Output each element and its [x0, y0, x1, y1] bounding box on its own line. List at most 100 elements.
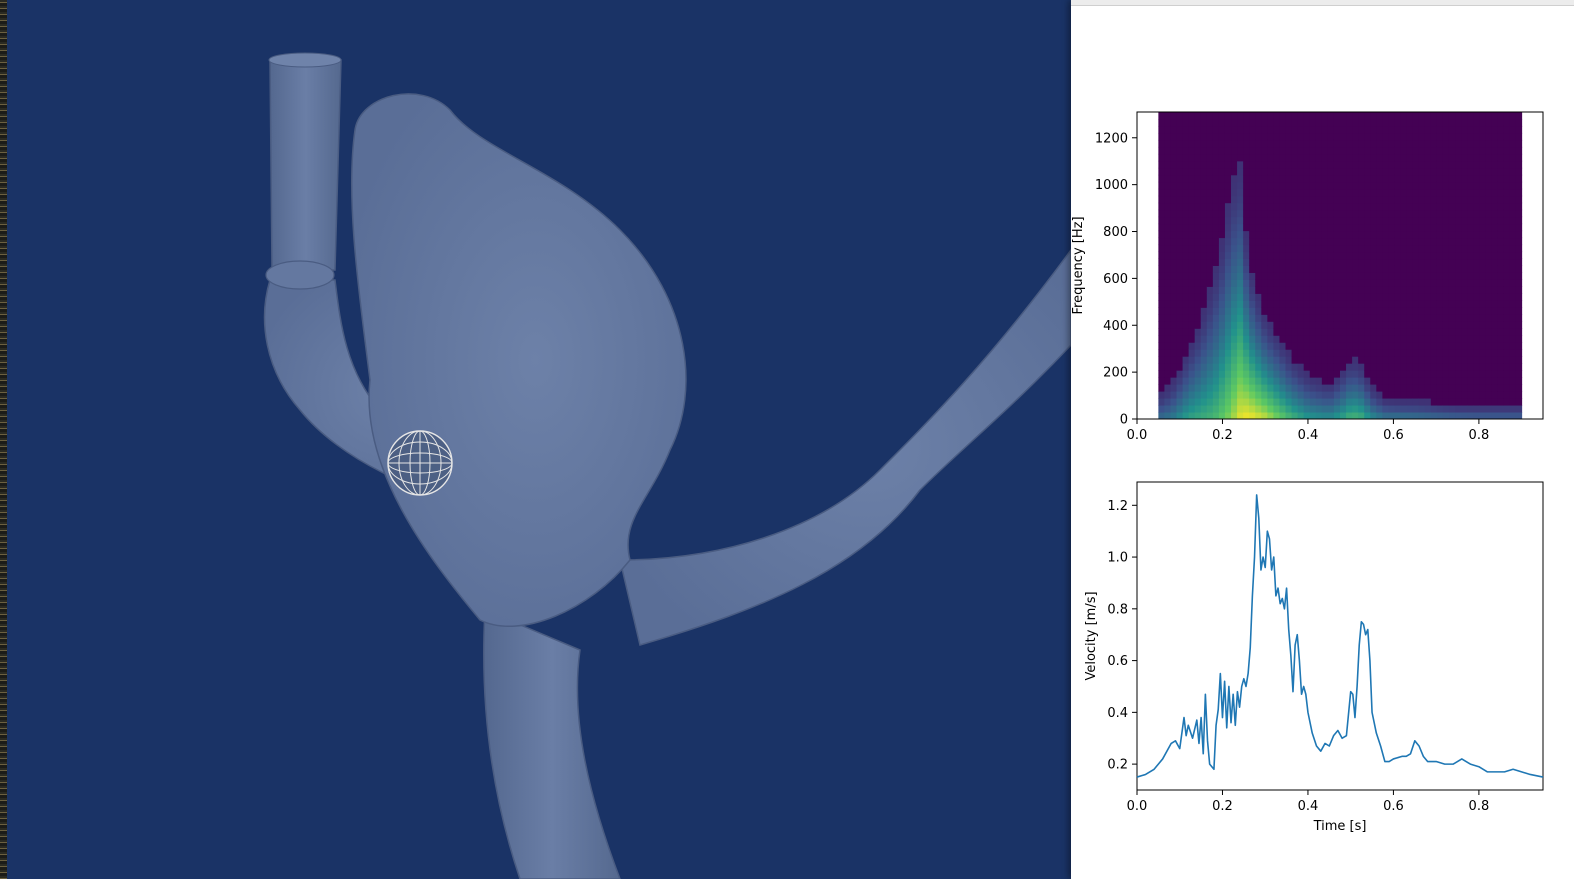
- spectrogram-cell: [1491, 258, 1498, 266]
- spectrogram-cell: [1176, 216, 1184, 225]
- spectrogram-cell: [1424, 307, 1432, 315]
- spectrogram-cell: [1249, 132, 1256, 141]
- spectrogram-cell: [1491, 188, 1498, 197]
- spectrogram-cell: [1430, 230, 1438, 239]
- spectrogram-cell: [1436, 370, 1444, 378]
- spectrogram-cell: [1436, 132, 1444, 141]
- spectrogram-cell: [1188, 321, 1196, 329]
- spectrogram-cell: [1164, 195, 1171, 204]
- spectrogram-ylabel: Frequency [Hz]: [1071, 216, 1086, 314]
- spectrogram-cell: [1467, 342, 1474, 350]
- spectrogram-cell: [1321, 356, 1329, 364]
- spectrogram-cell: [1303, 349, 1311, 357]
- spectrogram-cell: [1194, 391, 1202, 399]
- spectrogram-cell: [1303, 279, 1311, 287]
- spectrogram-cell: [1430, 188, 1438, 197]
- velocity-xtick-label: 0.0: [1127, 799, 1148, 814]
- spectrogram-cell: [1243, 363, 1250, 371]
- spectrogram-cell: [1285, 153, 1293, 162]
- spectrogram-cell: [1309, 237, 1317, 246]
- spectrogram-cell: [1164, 181, 1171, 190]
- spectrogram-cell: [1249, 377, 1256, 385]
- spectrogram-cell: [1376, 195, 1383, 204]
- spectrogram-cell: [1370, 160, 1377, 169]
- spectrogram-cell: [1352, 160, 1359, 169]
- spectrogram-cell: [1340, 125, 1347, 134]
- spectrogram-cell: [1448, 195, 1456, 204]
- spectrogram-cell: [1352, 370, 1359, 378]
- spectrogram-cell: [1158, 223, 1165, 232]
- 3d-viewport[interactable]: [0, 0, 1071, 879]
- spectrogram-cell: [1182, 321, 1190, 329]
- spectrogram-cell: [1340, 181, 1347, 190]
- probe-sphere-widget[interactable]: [387, 430, 453, 496]
- spectrogram-cell: [1327, 258, 1335, 266]
- spectrogram-cell: [1249, 125, 1256, 134]
- spectrogram-cell: [1176, 202, 1184, 211]
- spectrogram-cell: [1249, 293, 1256, 301]
- spectrogram-cell: [1467, 279, 1474, 287]
- spectrogram-cell: [1376, 202, 1383, 211]
- spectrogram-cell: [1200, 279, 1208, 287]
- spectrogram-cell: [1412, 125, 1420, 134]
- spectrogram-cell: [1346, 146, 1353, 155]
- spectrogram-cell: [1158, 377, 1165, 385]
- spectrogram-cell: [1218, 230, 1226, 239]
- spectrogram-cell: [1243, 321, 1250, 329]
- spectrogram-cell: [1249, 202, 1256, 211]
- spectrogram-cell: [1315, 167, 1323, 176]
- spectrogram-cell: [1412, 363, 1420, 371]
- spectrogram-cell: [1418, 181, 1426, 190]
- spectrogram-cell: [1261, 293, 1268, 301]
- spectrogram-cell: [1406, 209, 1414, 218]
- spectrogram-cell: [1321, 377, 1329, 385]
- spectrogram-cell: [1224, 118, 1232, 127]
- spectrogram-cell: [1309, 384, 1317, 392]
- spectrogram-cell: [1418, 237, 1426, 246]
- plot-window[interactable]: 0.0 0.2 0.4 0.6 0.8 0 200 400 600 800 1000 1200 Fr…: [1071, 0, 1574, 879]
- spectrogram-cell: [1255, 188, 1262, 197]
- spectrogram-cell: [1346, 370, 1353, 378]
- spectrogram-cell: [1418, 216, 1426, 225]
- spectrogram-cell: [1400, 195, 1408, 204]
- spectrogram-cell: [1406, 370, 1414, 378]
- spectrogram-cell: [1291, 216, 1299, 225]
- cylinder-cap: [268, 52, 342, 68]
- vessel-scene[interactable]: [0, 0, 1071, 879]
- spectrogram-cell: [1455, 321, 1462, 329]
- spectrogram-cell: [1436, 321, 1444, 329]
- spectrogram-cell: [1333, 153, 1341, 162]
- spectrogram-cell: [1340, 174, 1347, 183]
- spectrogram-cell: [1473, 293, 1480, 301]
- plot-window-titlebar[interactable]: [1071, 0, 1574, 6]
- spectrogram-cell: [1224, 370, 1232, 378]
- spectrogram-cell: [1176, 356, 1184, 364]
- spectrogram-cell: [1218, 258, 1226, 266]
- spectrogram-cell: [1382, 139, 1389, 148]
- spectrogram-cell: [1473, 160, 1480, 169]
- spectrogram-cell: [1400, 188, 1408, 197]
- spectrogram-cell: [1461, 209, 1468, 218]
- spectrogram-cell: [1255, 328, 1262, 336]
- spectrogram-cell: [1176, 286, 1184, 294]
- spectrogram-cell: [1400, 112, 1408, 120]
- spectrogram-cell: [1364, 160, 1371, 169]
- spectrogram-cell: [1243, 188, 1250, 197]
- spectrogram-cell: [1424, 370, 1432, 378]
- spectrogram-cell: [1261, 286, 1268, 294]
- spectrogram-cell: [1303, 125, 1311, 134]
- spectrogram-cell: [1200, 258, 1208, 266]
- spectrogram-cell: [1382, 321, 1389, 329]
- spectrogram-cell: [1509, 286, 1517, 294]
- spectrogram-cell: [1479, 300, 1486, 308]
- spectrogram-cell: [1243, 391, 1250, 399]
- spectrogram-cell: [1485, 258, 1492, 266]
- spectrogram-cell: [1382, 160, 1389, 169]
- spectrogram-cell: [1364, 230, 1371, 239]
- spectrogram-cell: [1346, 181, 1353, 190]
- spectrogram-cell: [1382, 167, 1389, 176]
- spectrogram-cell: [1285, 314, 1293, 322]
- spectrogram-cell: [1497, 356, 1504, 364]
- spectrogram-cell: [1164, 174, 1171, 183]
